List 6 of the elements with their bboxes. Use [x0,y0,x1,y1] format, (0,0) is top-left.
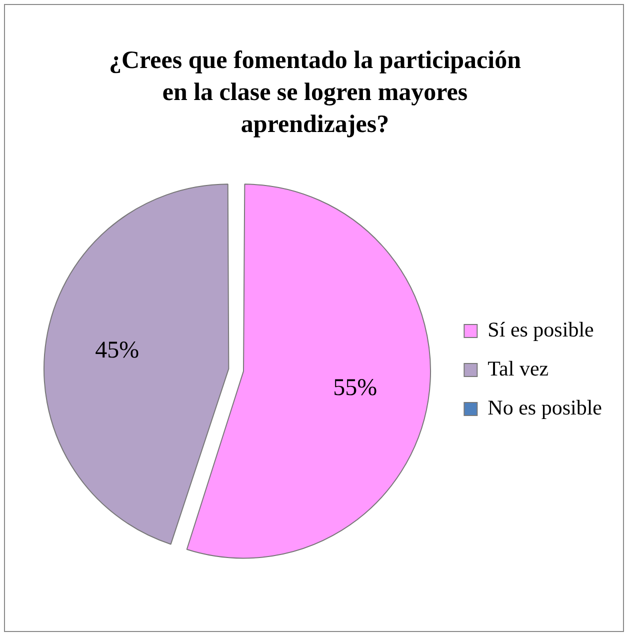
data-label: 45% [95,337,140,364]
chart-title: ¿Crees que fomentado la participación en la clase se logren mayores aprendizajes? [108,46,522,140]
legend-label: No es posible [488,396,602,420]
legend-label: Sí es posible [488,318,594,342]
data-label: 55% [333,375,378,402]
legend-label: Tal vez [488,356,549,381]
